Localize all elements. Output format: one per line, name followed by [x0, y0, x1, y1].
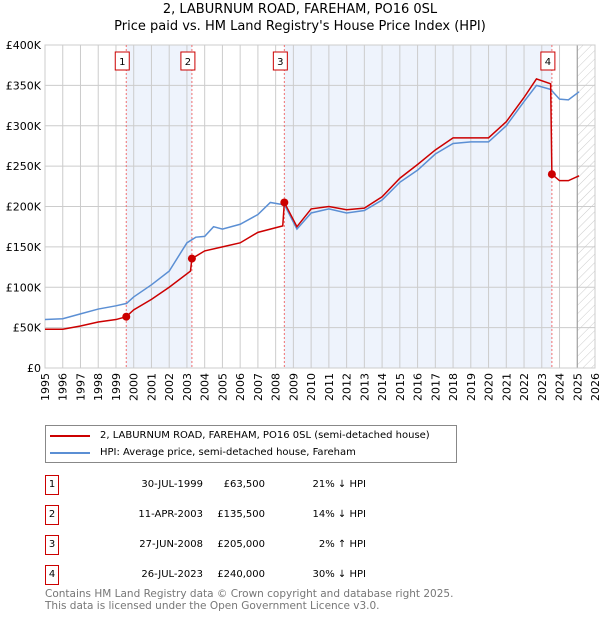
legend-item-hpi: HPI: Average price, semi-detached house,… [50, 447, 356, 458]
sale-hpi-diff: 21% ↓ HPI [312, 479, 366, 490]
x-tick-label: 2002 [163, 373, 176, 401]
sale-marker-number: 4 [45, 565, 59, 585]
x-tick-label: 2011 [323, 373, 336, 401]
x-tick-label: 2004 [199, 373, 212, 401]
y-tick-label: £0 [27, 362, 41, 375]
sale-hpi-diff: 2% ↑ HPI [318, 539, 366, 550]
sale-marker-number: 3 [45, 535, 59, 555]
sale-marker-number: 2 [45, 505, 59, 525]
x-tick-label: 2003 [181, 373, 194, 401]
plot-border [44, 44, 596, 369]
x-tick-label: 2001 [145, 373, 158, 401]
x-tick-label: 2025 [571, 373, 584, 401]
sale-date: 11-APR-2003 [138, 509, 203, 520]
x-tick-label: 2018 [447, 373, 460, 401]
x-tick-label: 2012 [341, 373, 354, 401]
x-tick-label: 2009 [287, 373, 300, 401]
x-tick-label: 2023 [536, 373, 549, 401]
x-tick-label: 2020 [483, 373, 496, 401]
x-tick-label: 2019 [465, 373, 478, 401]
property-price-line [45, 78, 580, 330]
sale-price: £63,500 [223, 479, 265, 490]
y-tick-label: £100K [6, 281, 42, 294]
y-tick-label: £150K [6, 241, 42, 254]
sale-row: 4 26-JUL-2023 £240,000 30% ↓ HPI [45, 565, 465, 585]
sale-date: 26-JUL-2023 [141, 569, 203, 580]
sale-point [547, 170, 556, 179]
sale-point [187, 254, 196, 263]
legend-label: 2, LABURNUM ROAD, FAREHAM, PO16 0SL (sem… [100, 430, 430, 441]
x-tick-label: 1999 [110, 373, 123, 401]
legend-item-property: 2, LABURNUM ROAD, FAREHAM, PO16 0SL (sem… [50, 430, 430, 441]
chart-subtitle: Price paid vs. HM Land Registry's House … [114, 19, 486, 34]
sale-point [280, 198, 289, 207]
x-tick-label: 2022 [518, 373, 531, 401]
sale-marker-box [114, 51, 130, 71]
x-tick-label: 2006 [234, 373, 247, 401]
hpi-line [44, 84, 580, 321]
sale-marker-box [180, 51, 196, 71]
price-chart: 1995 1996 1997 1998 1999 2000 2001 2002 2003 2004… [6, 39, 600, 401]
y-tick-label: £350K [6, 79, 42, 92]
y-tick-label: £200K [6, 201, 42, 214]
footer-line: This data is licensed under the Open Gov… [45, 600, 380, 612]
x-tick-label: 2014 [376, 373, 389, 401]
sale-row: 2 11-APR-2003 £135,500 14% ↓ HPI [45, 505, 465, 525]
x-tick-label: 2013 [358, 373, 371, 401]
footer-line: Contains HM Land Registry data © Crown c… [45, 588, 454, 600]
x-tick-label: 2021 [500, 373, 513, 401]
sale-date: 30-JUL-1999 [141, 479, 203, 490]
chart-title: 2, LABURNUM ROAD, FAREHAM, PO16 0SL [162, 2, 438, 17]
x-tick-label: 2017 [429, 373, 442, 401]
x-tick-label: 1995 [39, 373, 52, 401]
x-tick-label: 2015 [394, 373, 407, 401]
x-tick-label: 2005 [216, 373, 229, 401]
sale-point [122, 312, 131, 321]
x-tick-label: 2007 [252, 373, 265, 401]
sale-row: 3 27-JUN-2008 £205,000 2% ↑ HPI [45, 535, 465, 555]
sale-date: 27-JUN-2008 [139, 539, 203, 550]
x-tick-label: 1998 [92, 373, 105, 401]
x-tick-label: 2008 [270, 373, 283, 401]
legend-label: HPI: Average price, semi-detached house,… [100, 447, 356, 458]
sale-marker-box [540, 51, 556, 71]
y-tick-label: £300K [6, 120, 42, 133]
x-tick-label: 2016 [412, 373, 425, 401]
footer: Contains HM Land Registry data © Crown c… [45, 588, 453, 612]
legend-swatch-red [50, 434, 90, 437]
y-tick-label: £250K [6, 160, 42, 173]
sale-marker-label: 3 [277, 57, 283, 68]
legend-swatch-blue [50, 451, 90, 454]
x-tick-label: 2010 [305, 373, 318, 401]
sale-marker-number: 1 [45, 475, 59, 495]
sale-hpi-diff: 14% ↓ HPI [312, 509, 366, 520]
sale-marker-label: 4 [545, 57, 551, 68]
x-tick-label: 1996 [57, 373, 70, 401]
sale-hpi-diff: 30% ↓ HPI [312, 569, 366, 580]
x-tick-label: 1997 [74, 373, 87, 401]
sale-price: £135,500 [217, 509, 265, 520]
x-tick-label: 2024 [554, 373, 567, 401]
sale-marker-box [272, 51, 288, 71]
y-tick-label: £400K [6, 39, 42, 52]
sale-price: £240,000 [217, 569, 265, 580]
sale-price: £205,000 [217, 539, 265, 550]
sale-marker-label: 1 [119, 57, 125, 68]
x-tick-label: 2000 [128, 373, 141, 401]
sale-row: 1 30-JUL-1999 £63,500 21% ↓ HPI [45, 475, 465, 495]
sale-marker-label: 2 [185, 57, 191, 68]
legend: 2, LABURNUM ROAD, FAREHAM, PO16 0SL (sem… [45, 425, 457, 463]
y-tick-label: £50K [13, 322, 42, 335]
x-tick-label: 2026 [589, 373, 600, 401]
